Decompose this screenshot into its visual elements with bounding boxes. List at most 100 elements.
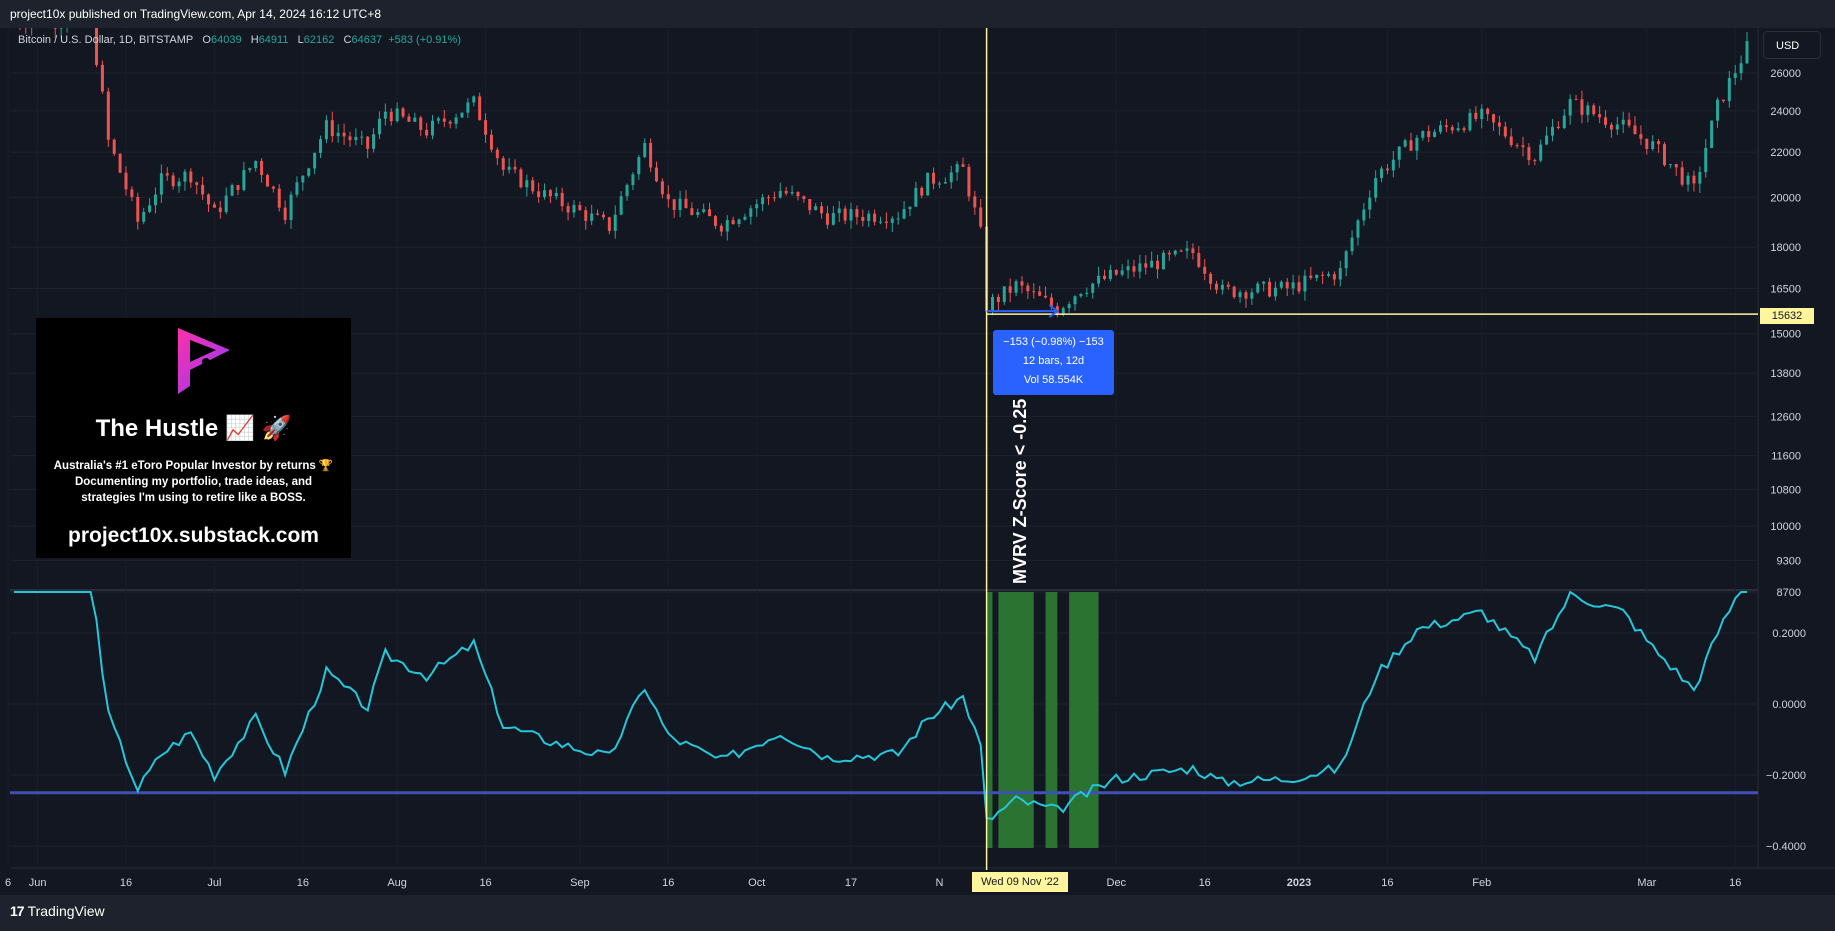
candle xyxy=(383,103,387,126)
candle xyxy=(330,111,334,143)
candle-body xyxy=(95,28,99,65)
candle-body xyxy=(342,132,346,137)
time-tick-label: 2023 xyxy=(1287,877,1311,889)
candle-body xyxy=(1203,266,1207,274)
candle xyxy=(1108,264,1112,282)
candle-body xyxy=(1645,138,1649,149)
candle xyxy=(531,176,535,195)
candle-body xyxy=(224,195,228,212)
promo-url[interactable]: project10x.substack.com xyxy=(68,524,319,547)
price-tick-label: 10000 xyxy=(1770,521,1801,533)
candle xyxy=(301,175,305,191)
candle-body xyxy=(578,205,582,211)
candle-body xyxy=(1704,147,1708,173)
candle-body xyxy=(413,117,417,122)
candle-body xyxy=(1492,114,1496,123)
candle xyxy=(242,162,246,192)
candle-body xyxy=(1497,122,1501,127)
candle xyxy=(902,201,906,220)
time-tick-label: N xyxy=(935,877,943,889)
measure-change: −153 (−0.98%) −153 xyxy=(1003,336,1104,348)
ohlc-legend: Bitcoin / U.S. Dollar, 1D, BITSTAMP O640… xyxy=(18,34,461,46)
candle-body xyxy=(1038,291,1042,296)
candle xyxy=(1692,170,1696,192)
candle-body xyxy=(1716,99,1720,121)
candle xyxy=(1456,122,1460,132)
candle xyxy=(1592,103,1596,117)
highlight-band xyxy=(986,592,993,848)
candle xyxy=(678,190,682,218)
time-tick-label: 16 xyxy=(662,877,674,889)
candle xyxy=(1733,64,1737,86)
publisher-text: project10x published on TradingView.com,… xyxy=(10,7,382,21)
candle xyxy=(1020,276,1024,294)
candle xyxy=(1550,119,1554,142)
candle xyxy=(1185,240,1189,259)
candle-body xyxy=(1609,124,1613,130)
candle-body xyxy=(1474,112,1478,120)
low-value: 62162 xyxy=(303,34,335,46)
high-label: H xyxy=(250,34,259,46)
candle-body xyxy=(106,91,110,140)
zscore-tick-label: −0.2000 xyxy=(1766,770,1806,782)
candle xyxy=(1138,254,1142,279)
price-tick-label: 8700 xyxy=(1777,587,1801,599)
candle xyxy=(1604,110,1608,129)
candle xyxy=(112,138,116,157)
candle xyxy=(1562,109,1566,130)
candle-body xyxy=(1303,275,1307,292)
candle-body xyxy=(1150,260,1154,268)
candle xyxy=(896,211,900,225)
time-tick-label: Mar xyxy=(1637,877,1656,889)
candle-body xyxy=(1285,281,1289,289)
candle-body xyxy=(1002,286,1006,302)
candle xyxy=(142,207,146,225)
candle-body xyxy=(1214,283,1218,290)
candle xyxy=(1114,269,1118,276)
currency-button[interactable]: USD xyxy=(1763,31,1821,59)
candle-body xyxy=(307,168,311,176)
candle xyxy=(1120,264,1124,277)
candle xyxy=(655,161,659,183)
measure-bars: 12 bars, 12d xyxy=(1022,355,1085,367)
candle xyxy=(1645,138,1649,155)
candle-body xyxy=(596,213,600,215)
candle-body xyxy=(820,206,824,214)
tradingview-logo[interactable]: 17 TradingView xyxy=(10,903,105,919)
candle xyxy=(837,201,841,223)
candle-body xyxy=(973,196,977,208)
candle-body xyxy=(1362,209,1366,221)
candle xyxy=(1344,249,1348,277)
candle-body xyxy=(1061,308,1065,315)
candle xyxy=(1503,121,1507,139)
candle xyxy=(401,106,405,119)
candle-body xyxy=(543,190,547,197)
candle xyxy=(772,191,776,202)
candle-body xyxy=(100,64,104,92)
candle-body xyxy=(902,209,906,219)
candle-body xyxy=(236,185,240,190)
candle-body xyxy=(1368,197,1372,210)
candle xyxy=(584,206,588,230)
candle xyxy=(1627,112,1631,128)
promo-title: The Hustle 📈 🚀 xyxy=(95,415,292,442)
candle-body xyxy=(360,136,364,138)
candle xyxy=(696,208,700,218)
candle-body xyxy=(431,120,435,136)
candle xyxy=(212,201,216,208)
candle xyxy=(130,186,134,202)
candle-body xyxy=(289,194,293,220)
candle xyxy=(1492,113,1496,131)
price-tick-label: 15000 xyxy=(1770,329,1801,341)
candle xyxy=(425,122,429,139)
candle xyxy=(442,109,446,128)
candle-body xyxy=(1350,237,1354,252)
candle xyxy=(1686,172,1690,192)
candle-body xyxy=(1220,284,1224,290)
candle xyxy=(873,209,877,226)
candle-body xyxy=(1026,285,1030,292)
candle-body xyxy=(890,218,894,223)
candle xyxy=(407,113,411,122)
candle xyxy=(1244,290,1248,308)
candle xyxy=(920,186,924,199)
